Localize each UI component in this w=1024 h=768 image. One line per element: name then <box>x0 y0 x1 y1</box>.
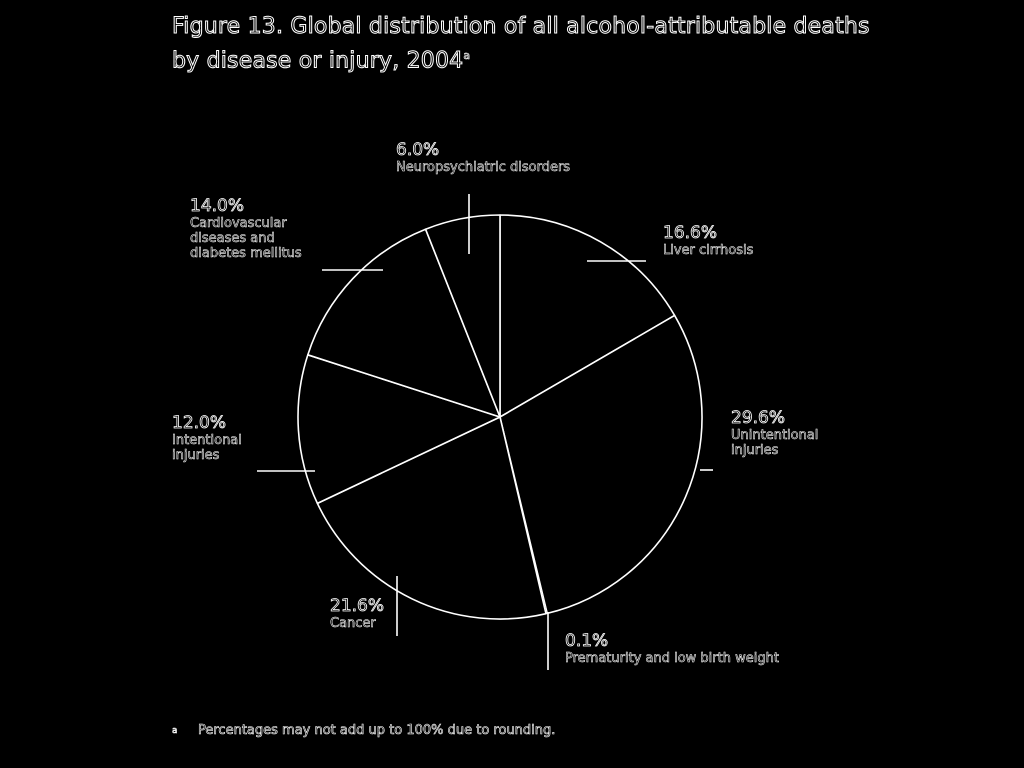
slice-pct-label: 0.1% <box>565 631 609 651</box>
slice-cardiovascular <box>307 228 501 418</box>
slice-category-label: Cancer <box>330 616 376 632</box>
slice-pct-label: 6.0% <box>396 140 440 160</box>
slice-pct-label: 14.0% <box>190 196 245 216</box>
slice-pct-label: 12.0% <box>172 413 227 433</box>
slice-cancer <box>316 416 547 620</box>
label-cancer: 21.6% Cancer <box>330 596 385 632</box>
label-cardiovascular: 14.0% Cardiovascular diseases and diabet… <box>190 196 320 262</box>
label-unintentional-injuries: 29.6% Unintentional injuries <box>731 408 831 459</box>
footnote: a Percentages may not add up to 100% due … <box>172 722 556 740</box>
label-prematurity: 0.1% Prematurity and low birth weight <box>565 631 780 667</box>
slice-category-label: Liver cirrhosis <box>663 243 754 259</box>
footnote-text: Percentages may not add up to 100% due t… <box>198 723 556 739</box>
pie-slices <box>297 214 703 620</box>
slice-category-label: Intentional injuries <box>172 433 242 464</box>
slice-liver-cirrhosis <box>499 214 676 418</box>
slice-category-label: Neuropsychiatric disorders <box>396 160 571 176</box>
footnote-mark: a <box>172 726 178 737</box>
slice-neuropsychiatric <box>424 214 501 418</box>
slice-pct-label: 16.6% <box>663 223 718 243</box>
chart-title: Figure 13. Global distribution of all al… <box>172 12 892 75</box>
label-neuropsychiatric: 6.0% Neuropsychiatric disorders <box>396 140 571 176</box>
slice-category-label: Unintentional injuries <box>731 428 819 459</box>
slice-pct-label: 21.6% <box>330 596 385 616</box>
slice-intentional-injuries <box>297 354 501 505</box>
slice-category-label: Cardiovascular diseases and diabetes mel… <box>190 216 302 262</box>
leader-lines <box>257 194 713 670</box>
slice-pct-label: 29.6% <box>731 408 786 428</box>
label-intentional-injuries: 12.0% Intentional injuries <box>172 413 256 464</box>
slice-unintentional-injuries <box>499 314 703 615</box>
title-footnote-mark: a <box>463 49 471 63</box>
slice-category-label: Prematurity and low birth weight <box>565 651 780 667</box>
label-liver-cirrhosis: 16.6% Liver cirrhosis <box>663 223 754 259</box>
title-text: Figure 13. Global distribution of all al… <box>172 13 871 74</box>
